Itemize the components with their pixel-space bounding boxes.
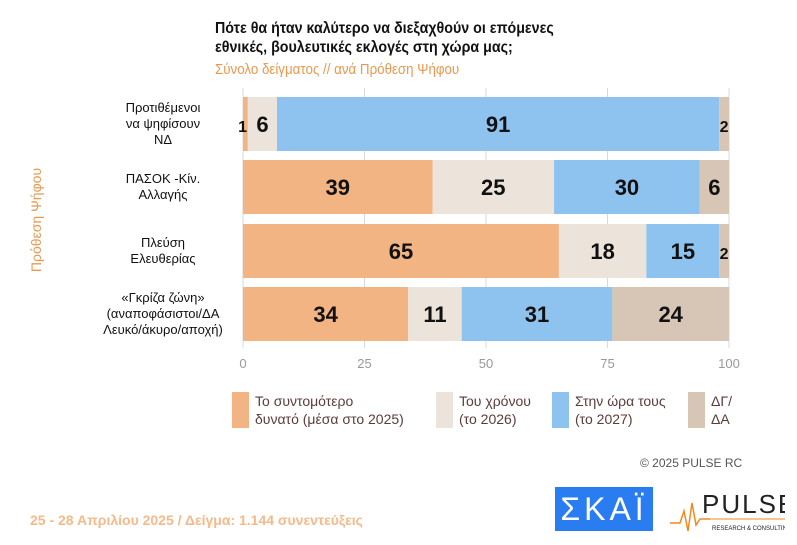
data-label: 2 [720, 119, 729, 136]
data-label: 15 [671, 239, 695, 264]
title-line: εθνικές, βουλευτικές εκλογές στη χώρα μα… [215, 39, 513, 56]
title-line: Πότε θα ήταν καλύτερο να διεξαχθούν οι ε… [215, 20, 554, 37]
legend-item: ΔΓ/ΔΑ [688, 392, 732, 428]
chart-title: Πότε θα ήταν καλύτερο να διεξαχθούν οι ε… [215, 19, 554, 57]
bar-segment [243, 97, 248, 151]
svg-text:RESEARCH & CONSULTING: RESEARCH & CONSULTING [712, 526, 785, 532]
legend-label: Στην ώρα τους (το 2027) [575, 392, 666, 428]
bar-segment [461, 287, 613, 341]
bar-segment [243, 224, 559, 278]
bar-segment [719, 224, 729, 278]
category-label-line: ΝΔ [153, 132, 173, 147]
data-label: 1 [238, 119, 247, 136]
bar-segment [243, 160, 433, 214]
data-label: 91 [486, 112, 510, 137]
data-label: 30 [615, 175, 639, 200]
copyright: © 2025 PULSE RC [640, 456, 743, 470]
category-label: Προτιθέμενοι να ψηφίσουν ΝΔ [88, 100, 238, 148]
legend-label-line: Το συντομότερο [255, 393, 354, 409]
data-label: 6 [256, 112, 268, 137]
bar-segment [558, 224, 647, 278]
legend-label-line: (το 2027) [575, 411, 633, 427]
category-label-line: Λευκό/άκυρο/αποχή) [103, 322, 223, 337]
bar-segment [554, 160, 700, 214]
x-tick-label: 25 [357, 356, 371, 371]
category-label-line: (αναποφάσιστοι/ΔΑ [106, 306, 220, 321]
category-label-line: Προτιθέμενοι [125, 100, 201, 115]
data-label: 34 [313, 302, 338, 327]
category-label-line: Αλλαγής [138, 187, 188, 202]
data-label: 2 [720, 246, 729, 263]
legend-swatch [436, 392, 453, 428]
bar-segment [408, 287, 462, 341]
legend-label: Του χρόνου (το 2026) [459, 392, 531, 428]
category-label-line: Πλεύση [140, 235, 186, 250]
category-label-line: Ελευθερίας [130, 251, 196, 266]
legend-label-line: (το 2026) [459, 411, 517, 427]
pulse-logo: PULSE RESEARCH & CONSULTING [670, 489, 785, 532]
data-label: 24 [658, 302, 683, 327]
bar-segment [247, 97, 278, 151]
x-tick-label: 0 [239, 356, 246, 371]
legend-label-line: δυνατό (μέσα στο 2025) [255, 411, 404, 427]
bar-segment [646, 224, 720, 278]
footer-note: 25 - 28 Απριλίου 2025 / Δείγμα: 1.144 συ… [30, 512, 363, 528]
data-label: 6 [708, 175, 720, 200]
legend-item: Του χρόνου (το 2026) [436, 392, 531, 428]
legend-label-line: Στην ώρα τους [575, 393, 666, 409]
bar-segment [719, 97, 729, 151]
legend-item: Στην ώρα τους (το 2027) [552, 392, 666, 428]
legend-swatch [232, 392, 249, 428]
x-tick-label: 100 [718, 356, 740, 371]
skai-logo: ΣΚΑΪ [555, 487, 653, 531]
legend-label: Το συντομότερο δυνατό (μέσα στο 2025) [255, 392, 404, 428]
category-label-line: «Γκρίζα ζώνη» [121, 290, 205, 305]
category-label: Πλεύση Ελευθερίας [88, 235, 238, 267]
data-label: 31 [525, 302, 549, 327]
data-label: 25 [481, 175, 505, 200]
data-label: 65 [389, 239, 413, 264]
category-label: «Γκρίζα ζώνη» (αναποφάσιστοι/ΔΑ Λευκό/άκυρ… [88, 290, 238, 338]
data-label: 11 [423, 302, 446, 327]
legend-label: ΔΓ/ΔΑ [711, 392, 732, 428]
data-label: 18 [590, 239, 614, 264]
legend-item: Το συντομότερο δυνατό (μέσα στο 2025) [232, 392, 404, 428]
legend-label-line: ΔΑ [711, 411, 730, 427]
data-label: 39 [326, 175, 350, 200]
chart-subtitle: Σύνολο δείγματος // ανά Πρόθεση Ψήφου [215, 62, 460, 78]
legend-swatch [552, 392, 569, 428]
svg-text:PULSE: PULSE [702, 489, 785, 519]
bar-segment [243, 287, 409, 341]
legend-swatch [688, 392, 705, 428]
x-tick-label: 50 [479, 356, 493, 371]
bar-segment [277, 97, 720, 151]
category-label: ΠΑΣΟΚ -Κίν. Αλλαγής [88, 171, 238, 203]
category-label-line: ΠΑΣΟΚ -Κίν. [125, 171, 201, 186]
legend-label-line: Του χρόνου [459, 393, 531, 409]
bar-segment [699, 160, 729, 214]
category-label-line: να ψηφίσουν [125, 116, 201, 131]
x-tick-label: 75 [600, 356, 614, 371]
bar-segment [432, 160, 555, 214]
legend-label-line: ΔΓ/ [711, 393, 732, 409]
bar-segment [612, 287, 729, 341]
